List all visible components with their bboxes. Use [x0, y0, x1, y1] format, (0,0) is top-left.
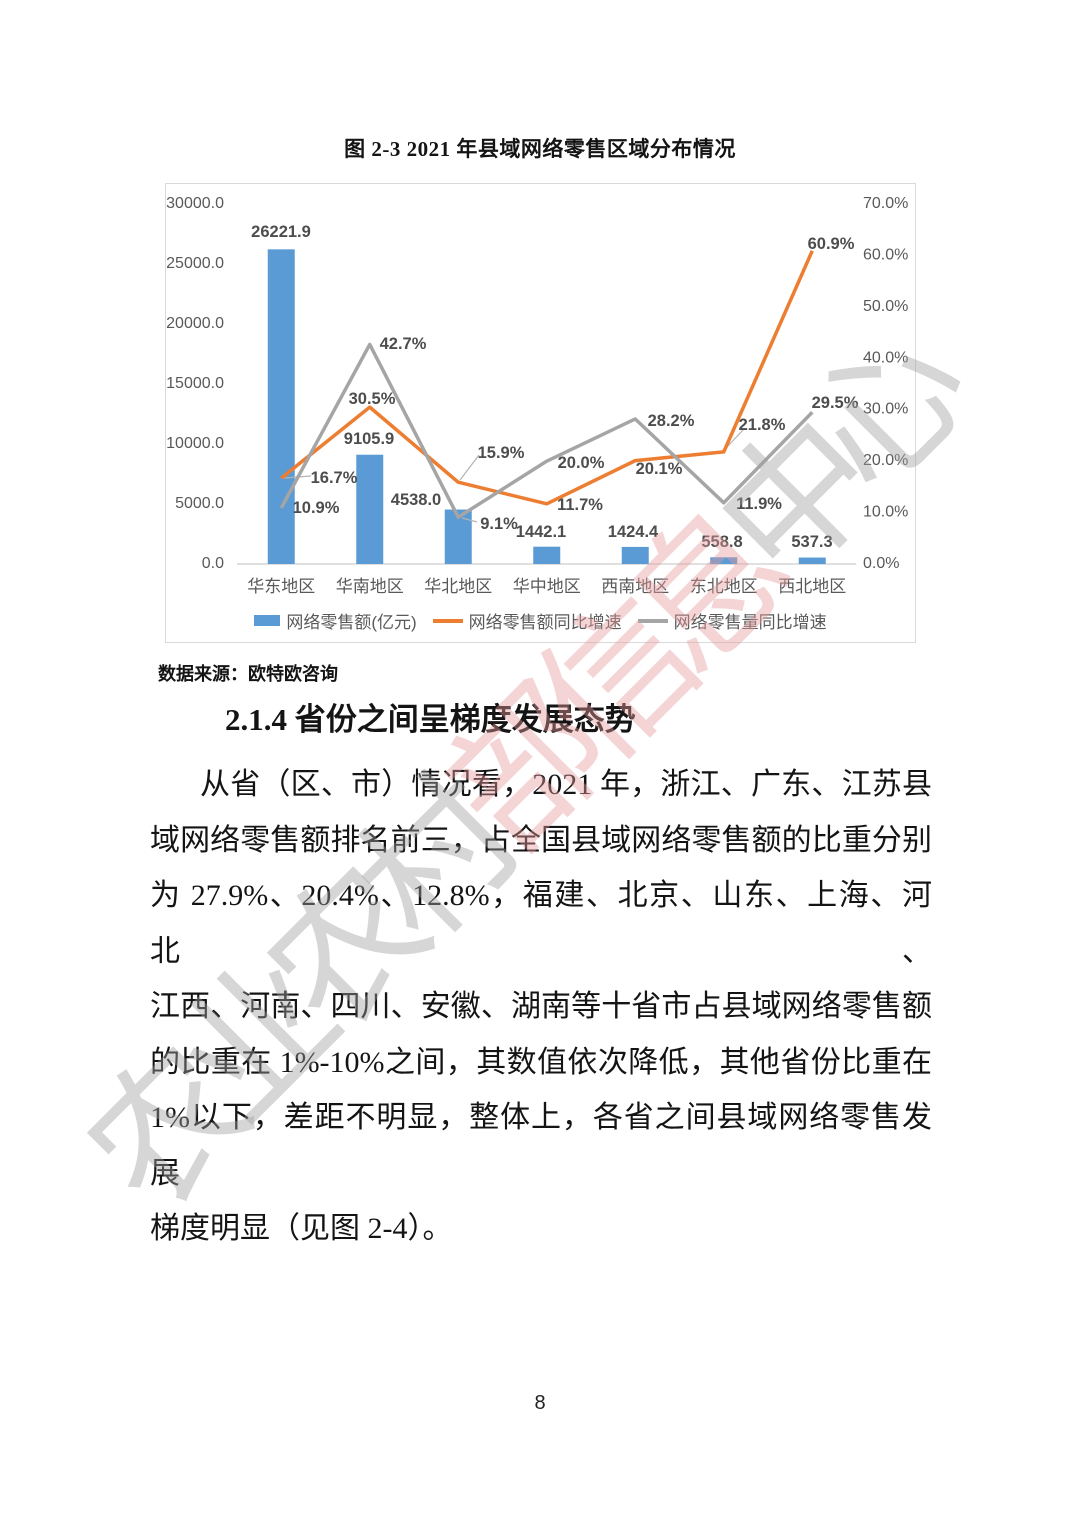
left-axis-tick: 15000.0 [166, 375, 224, 392]
bar [533, 546, 561, 564]
body-line: 为 27.9%、20.4%、12.8%，福建、北京、山东、上海、河北、 [150, 879, 932, 968]
line-value-label: 29.5% [812, 394, 859, 412]
right-axis-tick: 30.0% [863, 401, 908, 418]
body-paragraph: 从省（区、市）情况看，2021 年，浙江、广东、江苏县域网络零售额排名前三，占全… [150, 757, 932, 1257]
right-axis-tick: 0.0% [863, 555, 899, 572]
page-number: 8 [534, 1392, 546, 1414]
bar [710, 557, 738, 564]
line-value-label: 30.5% [349, 390, 396, 408]
section-heading: 2.1.4 省份之间呈梯度发展态势 [225, 702, 636, 737]
right-axis-tick: 40.0% [863, 349, 908, 366]
legend-label: 网络零售额(亿元) [286, 613, 417, 632]
body-line: 1%以下，差距不明显，整体上，各省之间县域网络零售发展 [150, 1101, 932, 1190]
label-leader-line [726, 429, 744, 448]
bar-value-label: 537.3 [791, 533, 832, 551]
legend-line-swatch [432, 618, 463, 623]
bar [621, 546, 649, 564]
legend-item-amount-growth: 网络零售额同比增速 [432, 608, 622, 633]
line-value-label: 10.9% [293, 499, 340, 517]
bar-value-label: 9105.9 [344, 430, 394, 448]
left-axis-tick: 20000.0 [166, 315, 224, 332]
bar-value-label: 1442.1 [516, 523, 566, 541]
line-series [279, 342, 814, 519]
label-leader-line [461, 517, 478, 523]
line-value-label: 11.7% [557, 496, 603, 514]
x-axis-label: 东北地区 [690, 577, 758, 596]
line-value-label: 42.7% [380, 335, 427, 353]
body-line: 的比重在 1%-10%之间，其数值依次降低，其他省份比重在 [150, 1045, 932, 1079]
chart-canvas: 30000.0 25000.0 20000.0 15000.0 10000.0 5000.… [166, 195, 908, 596]
left-axis-tick: 30000.0 [166, 195, 224, 212]
right-axis-tick: 10.0% [863, 504, 908, 521]
legend-line-swatch [637, 618, 668, 623]
source-note: 数据来源：欧特欧咨询 [158, 664, 338, 684]
right-axis-tick: 50.0% [863, 298, 908, 315]
x-axis-label: 西南地区 [601, 577, 669, 596]
chart-legend: 网络零售额(亿元) 网络零售额同比增速 网络零售量同比增速 [166, 608, 915, 633]
bar-value-label: 4538.0 [391, 491, 441, 509]
line-value-label: 11.9% [736, 495, 782, 513]
legend-bar-swatch [254, 615, 281, 626]
right-axis-tick: 20.0% [863, 452, 908, 469]
chart: 30000.0 25000.0 20000.0 15000.0 10000.0 5000.… [165, 183, 916, 643]
line-value-label: 20.1% [636, 460, 683, 478]
bar-value-label: 26221.9 [251, 223, 311, 241]
line-value-label: 9.1% [480, 515, 518, 533]
left-axis-tick: 0.0 [202, 555, 224, 572]
line-value-label: 28.2% [648, 412, 695, 430]
body-line: 梯度明显（见图 2-4）。 [150, 1212, 453, 1245]
figure-caption: 图 2-3 2021 年县域网络零售区域分布情况 [344, 137, 736, 161]
left-axis-tick: 10000.0 [166, 435, 224, 452]
line-value-label: 20.0% [558, 454, 605, 472]
body-line: 江西、河南、四川、安徽、湖南等十省市占县域网络零售额 [150, 990, 932, 1023]
line-value-label: 21.8% [739, 416, 786, 434]
bar [267, 249, 295, 564]
bar [356, 454, 384, 564]
left-axis-tick: 25000.0 [166, 255, 224, 272]
x-axis-label: 华北地区 [424, 577, 492, 596]
legend-item-volume-growth: 网络零售量同比增速 [637, 608, 827, 633]
body-line: 域网络零售额排名前三，占全国县域网络零售额的比重分别 [150, 823, 932, 857]
legend-label: 网络零售额同比增速 [468, 613, 622, 632]
line-value-label: 60.9% [808, 235, 855, 253]
right-axis-tick: 60.0% [863, 246, 908, 263]
x-axis-label: 西北地区 [778, 577, 846, 596]
label-leader-line [459, 454, 480, 481]
bar-value-label: 1424.4 [608, 523, 659, 541]
legend-item-retail-amount: 网络零售额(亿元) [254, 608, 417, 633]
bar [798, 557, 826, 564]
right-axis-tick: 70.0% [863, 195, 908, 212]
legend-label: 网络零售量同比增速 [673, 613, 827, 632]
line-value-label: 16.7% [311, 469, 358, 487]
line-value-label: 15.9% [478, 444, 525, 462]
left-axis-tick: 5000.0 [175, 495, 224, 512]
x-axis-label: 华南地区 [336, 577, 404, 596]
body-line: 从省（区、市）情况看，2021 年，浙江、广东、江苏县 [200, 768, 932, 801]
line-series [280, 250, 814, 506]
x-axis-label: 华东地区 [247, 577, 315, 596]
x-axis-label: 华中地区 [513, 577, 581, 596]
bar-value-label: 558.8 [701, 533, 742, 551]
